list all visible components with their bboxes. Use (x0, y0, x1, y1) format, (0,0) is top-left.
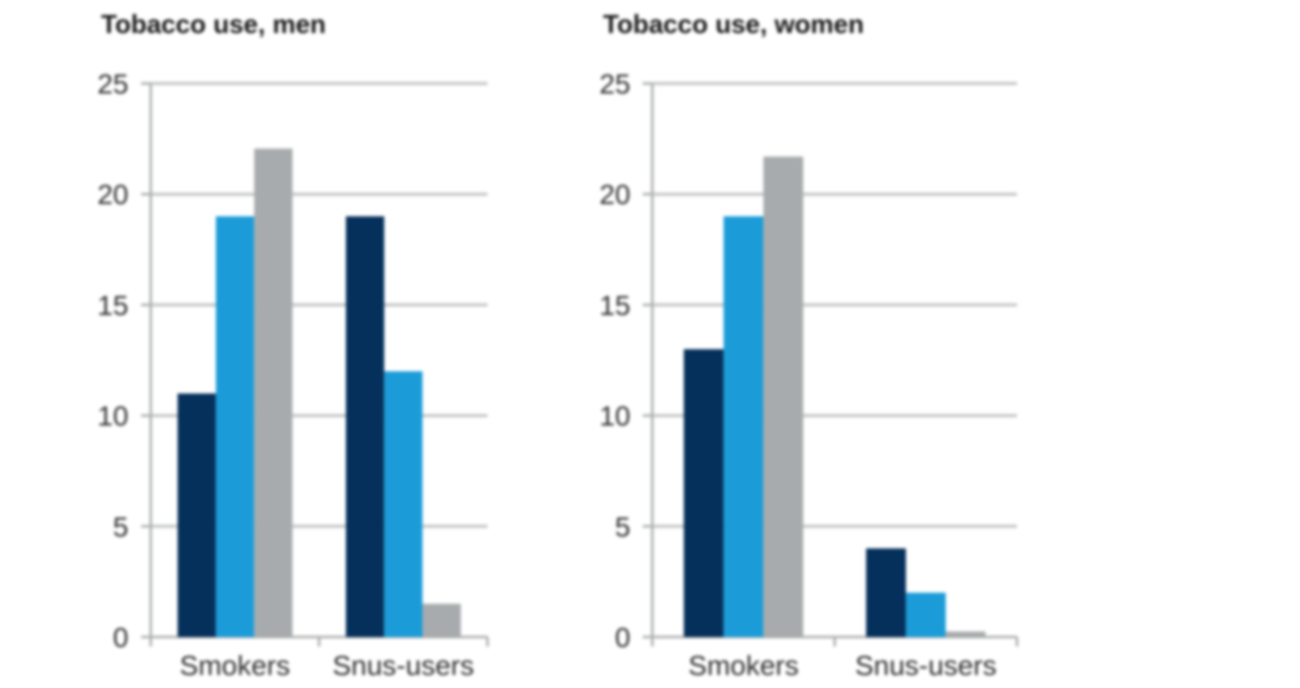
svg-text:0: 0 (113, 622, 129, 653)
svg-text:Snus-users: Snus-users (332, 650, 474, 681)
svg-text:Tobacco use, men: Tobacco use, men (101, 9, 326, 39)
svg-text:5: 5 (113, 511, 129, 542)
svg-text:15: 15 (599, 290, 630, 321)
svg-text:0: 0 (615, 622, 631, 653)
svg-text:20: 20 (599, 179, 630, 210)
svg-text:25: 25 (97, 69, 128, 100)
svg-text:25: 25 (599, 69, 630, 100)
svg-text:Tobacco use, women: Tobacco use, women (603, 9, 864, 39)
svg-text:5: 5 (615, 511, 631, 542)
svg-text:Snus-users: Snus-users (855, 650, 997, 681)
svg-text:Smokers: Smokers (688, 650, 798, 681)
svg-text:10: 10 (97, 401, 128, 432)
svg-text:10: 10 (599, 401, 630, 432)
svg-text:Smokers: Smokers (180, 650, 290, 681)
svg-text:20: 20 (97, 179, 128, 210)
svg-text:15: 15 (97, 290, 128, 321)
